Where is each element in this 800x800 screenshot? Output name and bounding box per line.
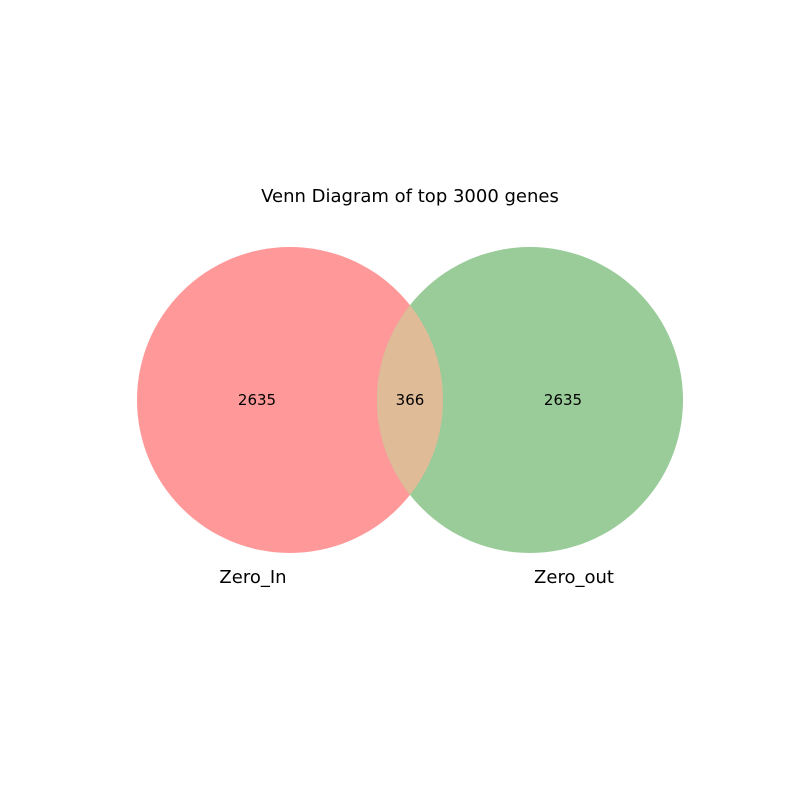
set-circle-zero-out	[377, 247, 683, 553]
count-zero-out-only: 2635	[544, 391, 582, 409]
set-circle-zero-in	[137, 247, 443, 553]
set-label-zero-out: Zero_out	[534, 567, 614, 588]
set-label-zero-in: Zero_In	[219, 567, 286, 588]
diagram-title: Venn Diagram of top 3000 genes	[261, 186, 559, 207]
count-intersection: 366	[396, 391, 425, 409]
count-zero-in-only: 2635	[238, 391, 276, 409]
